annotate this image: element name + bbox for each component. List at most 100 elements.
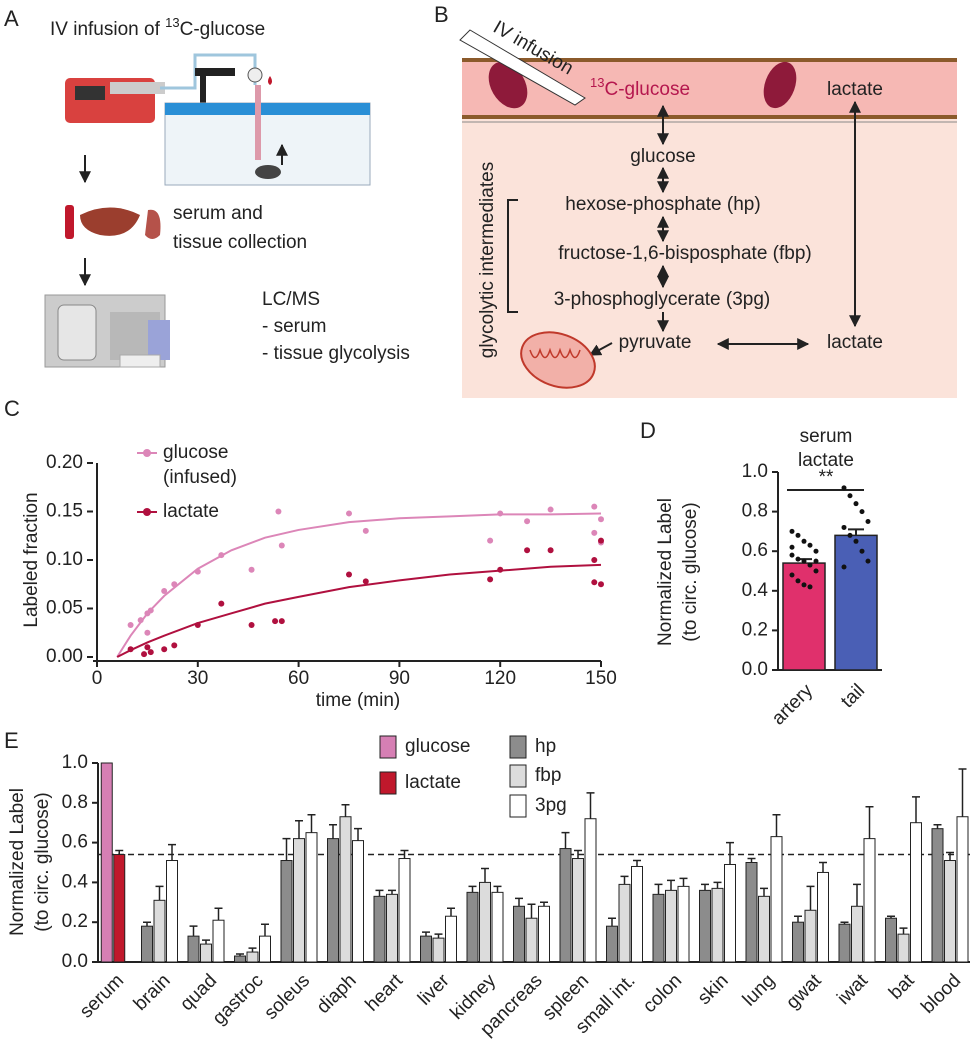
- error-bar: [493, 885, 502, 893]
- node: glucose: [630, 146, 696, 167]
- point: [487, 576, 494, 583]
- point: [127, 621, 134, 628]
- point: [248, 566, 255, 573]
- panel-label: A: [4, 6, 19, 31]
- bar: [352, 840, 364, 963]
- error-bar: [806, 885, 815, 911]
- error-bar: [434, 933, 443, 939]
- error-bar: [933, 823, 942, 829]
- text: - serum: [262, 316, 326, 337]
- legend-label: hp: [535, 736, 556, 757]
- bar: [758, 895, 770, 963]
- error-bar: [155, 885, 164, 901]
- error-bar: [946, 851, 954, 861]
- y-tick-label: 0.0: [742, 659, 768, 680]
- error-bar: [202, 939, 210, 945]
- bar: [432, 937, 445, 963]
- error-bar: [853, 883, 861, 907]
- y-axis-label: Labeled fraction: [21, 492, 42, 627]
- bar: [559, 848, 572, 963]
- superscript: 13: [165, 15, 179, 30]
- error-bar: [248, 947, 257, 953]
- y-tick-label: 0.2: [62, 911, 88, 932]
- point: [161, 646, 168, 653]
- point: [807, 562, 813, 568]
- panel-label: D: [640, 418, 656, 443]
- y-tick-label: 0.4: [62, 871, 89, 892]
- error-bar: [481, 867, 489, 883]
- bar: [724, 863, 736, 963]
- point: [218, 552, 225, 559]
- error-bar: [561, 831, 570, 849]
- point: [853, 501, 859, 507]
- error-bar: [168, 843, 176, 861]
- superscript: 13: [590, 75, 604, 90]
- error-bar: [307, 813, 316, 833]
- legend-marker: [143, 508, 151, 516]
- y-tick-label: 0.2: [742, 619, 768, 640]
- x-tick-label: skin: [694, 970, 733, 1009]
- bar: [631, 865, 643, 963]
- error-bar: [667, 879, 675, 891]
- bar: [525, 917, 538, 963]
- x-tick-label: blood: [917, 970, 965, 1018]
- point: [847, 532, 853, 538]
- x-tick-label: 60: [288, 668, 309, 689]
- bar: [491, 891, 504, 963]
- panel-label: B: [434, 2, 449, 27]
- error-bar: [958, 768, 967, 817]
- y-axis-label: Normalized Label: [655, 498, 676, 646]
- error-bar: [115, 849, 124, 855]
- point: [497, 566, 504, 573]
- point: [144, 629, 151, 636]
- bar: [572, 858, 584, 963]
- y-tick-label: 0.00: [46, 646, 83, 667]
- bar: [259, 935, 271, 963]
- bar: [770, 836, 783, 963]
- bar: [838, 923, 851, 963]
- error-bar: [447, 907, 455, 917]
- point: [789, 572, 795, 578]
- bar: [584, 818, 597, 963]
- x-tick-label: 90: [389, 668, 410, 689]
- error-bar: [608, 917, 616, 927]
- error-bar: [840, 921, 849, 925]
- x-tick-label: liver: [414, 970, 454, 1010]
- fit-line: [116, 563, 602, 658]
- legend-label: lactate: [163, 501, 219, 522]
- x-tick-label: colon: [639, 970, 686, 1017]
- point: [795, 532, 801, 538]
- error-bar: [620, 875, 629, 885]
- bar: [665, 889, 677, 963]
- node: lactate: [827, 332, 883, 353]
- y-tick-label: 0.6: [742, 540, 768, 561]
- point: [801, 538, 807, 544]
- error-bar: [400, 849, 409, 859]
- error-bar: [329, 823, 337, 839]
- point: [598, 581, 604, 588]
- bar: [466, 891, 479, 963]
- bar: [931, 828, 944, 963]
- bar: [863, 838, 876, 963]
- bar: [910, 822, 922, 963]
- point: [865, 519, 871, 524]
- point: [346, 510, 352, 517]
- legend-label: glucose: [405, 736, 471, 757]
- x-tick-label: artery: [768, 680, 818, 730]
- chart-title: lactate: [798, 450, 854, 471]
- bar: [944, 860, 956, 963]
- tracer-label: 13C-glucose: [590, 75, 690, 100]
- point: [813, 548, 819, 554]
- x-tick-label: brain: [130, 970, 175, 1015]
- point: [859, 509, 865, 515]
- point: [362, 578, 369, 585]
- error-bar: [143, 921, 151, 927]
- point: [789, 552, 795, 558]
- point: [194, 621, 201, 628]
- bar: [113, 854, 126, 963]
- legend-swatch: [509, 794, 527, 818]
- bar: [100, 762, 113, 963]
- y-tick-label: 0.15: [46, 501, 83, 522]
- error-bar: [633, 859, 641, 867]
- bar: [792, 921, 804, 963]
